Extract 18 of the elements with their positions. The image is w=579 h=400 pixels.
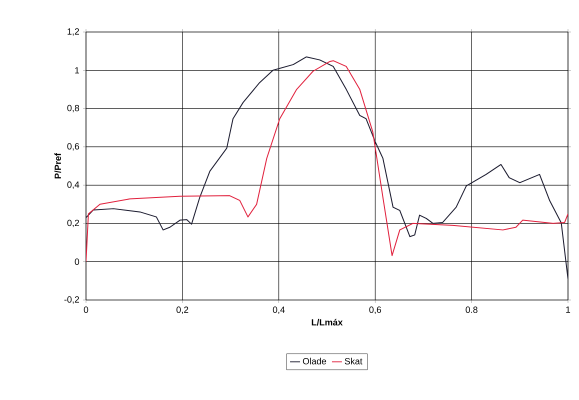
x-tick-label: 0.8 (466, 306, 478, 313)
x-tick-label: 0,6 (369, 306, 382, 314)
legend-label: Olade (302, 358, 326, 364)
x-axis-title: L/Lmáx (312, 318, 343, 326)
x-tick-label: 0 (84, 306, 88, 313)
x-tick-label: 1 (566, 306, 570, 313)
y-tick-label: 0,8 (67, 104, 80, 112)
y-tick-label: 0 (74, 258, 80, 265)
legend-label: Skat (344, 358, 362, 364)
y-tick-label: 1,2 (68, 28, 80, 36)
x-tick-label: 0,4 (272, 306, 285, 314)
y-tick-label: 0,4 (67, 181, 80, 189)
x-tick-label: 0,2 (176, 306, 188, 314)
y-axis-title: P/Pref (54, 152, 62, 178)
y-tick-label: 0,2 (67, 220, 80, 228)
y-tick-label: 0,6 (67, 143, 80, 151)
y-tick-label: 1 (75, 67, 80, 74)
y-tick-label: -0,2 (64, 296, 80, 304)
